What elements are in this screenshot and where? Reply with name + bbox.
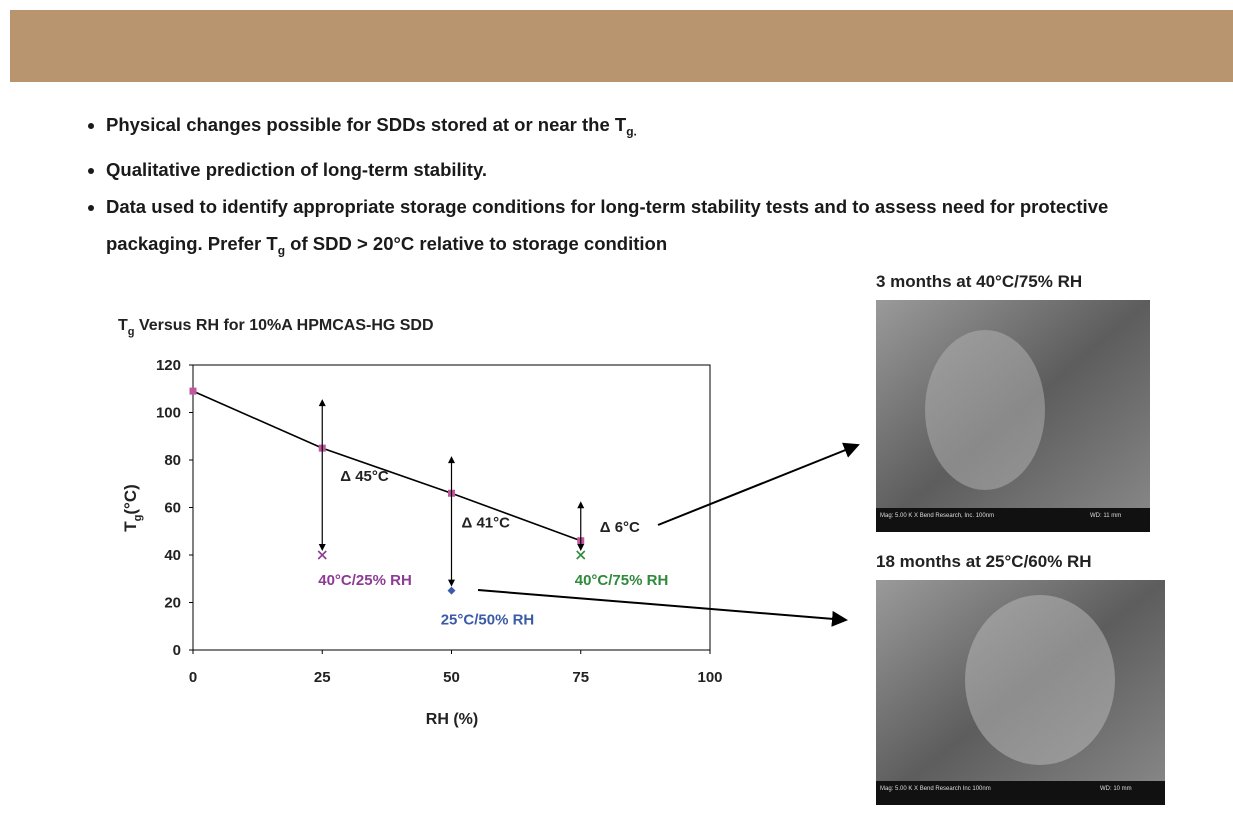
bullet-list: Physical changes possible for SDDs store… bbox=[84, 106, 1146, 269]
bullet: Physical changes possible for SDDs store… bbox=[106, 106, 1146, 151]
text-run: T bbox=[118, 317, 128, 334]
sem-texture bbox=[925, 330, 1045, 490]
y-axis-label: Tg(°C) bbox=[121, 484, 144, 532]
data-point bbox=[189, 387, 197, 395]
bullet: Data used to identify appropriate storag… bbox=[106, 188, 1146, 270]
condition-label: 25°C/50% RH bbox=[441, 612, 535, 629]
arrow-head bbox=[318, 399, 326, 407]
condition-label: 40°C/75% RH bbox=[575, 572, 669, 589]
subscript: g bbox=[277, 243, 286, 258]
data-point bbox=[576, 550, 586, 560]
sem-footer-text: Mag: 5.00 K X Bend Research, Inc. 100nm bbox=[880, 513, 994, 519]
data-point bbox=[447, 586, 456, 595]
arrow-head bbox=[448, 579, 455, 587]
y-tick-label: 20 bbox=[164, 595, 181, 612]
image-caption: 18 months at 25°C/60% RH bbox=[876, 552, 1092, 571]
subscript: g bbox=[128, 326, 135, 338]
subscript: g bbox=[132, 515, 144, 522]
x-tick-label: 0 bbox=[189, 669, 197, 686]
pointer-arrow bbox=[477, 589, 848, 627]
sem-footer bbox=[876, 508, 1150, 532]
trend-line bbox=[192, 390, 582, 542]
bullet: Qualitative prediction of long-term stab… bbox=[106, 151, 1146, 188]
arrow-head bbox=[318, 544, 326, 551]
bullet-text: Data used to identify appropriate storag… bbox=[106, 195, 1109, 254]
y-tick-label: 80 bbox=[164, 452, 181, 469]
data-point bbox=[317, 550, 327, 560]
y-tick-label: 40 bbox=[164, 547, 181, 564]
bullet-text: Qualitative prediction of long-term stab… bbox=[106, 158, 488, 180]
sem-footer-text: WD: 11 mm bbox=[1090, 513, 1121, 519]
delta-label: Δ 41°C bbox=[462, 514, 511, 531]
pointer-arrow bbox=[657, 442, 860, 526]
text-run: (°C) bbox=[121, 484, 140, 514]
x-axis-label: RH (%) bbox=[426, 711, 478, 728]
bullet-text: of SDD > 20°C relative to storage condit… bbox=[285, 232, 668, 254]
x-tick-label: 25 bbox=[314, 669, 331, 686]
text-run: Versus RH for 10%A HPMCAS-HG SDD bbox=[135, 317, 434, 334]
sem-footer bbox=[876, 781, 1165, 805]
bullet-text: Physical changes possible for SDDs store… bbox=[106, 114, 627, 135]
y-tick-label: 100 bbox=[156, 405, 181, 422]
x-tick-label: 100 bbox=[697, 669, 722, 686]
sem-texture bbox=[965, 595, 1115, 765]
arrow-head bbox=[448, 456, 455, 464]
y-tick-label: 0 bbox=[173, 642, 181, 659]
sem-footer-text: Mag: 5.00 K X Bend Research Inc 100nm bbox=[880, 786, 991, 792]
delta-label: Δ 6°C bbox=[600, 519, 640, 536]
x-tick-label: 50 bbox=[443, 669, 460, 686]
text-run: T bbox=[121, 521, 140, 532]
y-tick-label: 60 bbox=[164, 500, 181, 517]
sem-footer-text: WD: 10 mm bbox=[1100, 786, 1132, 792]
delta-label: Δ 45°C bbox=[340, 468, 389, 485]
chart-title: Tg Versus RH for 10%A HPMCAS-HG SDD bbox=[118, 317, 434, 338]
x-tick-label: 75 bbox=[572, 669, 589, 686]
arrow-head bbox=[577, 544, 585, 551]
condition-label: 40°C/25% RH bbox=[318, 572, 412, 589]
subscript: g. bbox=[626, 124, 637, 139]
y-tick-label: 120 bbox=[156, 357, 181, 374]
header-band bbox=[10, 10, 1233, 82]
arrow-head bbox=[577, 501, 585, 509]
image-caption: 3 months at 40°C/75% RH bbox=[876, 272, 1082, 291]
